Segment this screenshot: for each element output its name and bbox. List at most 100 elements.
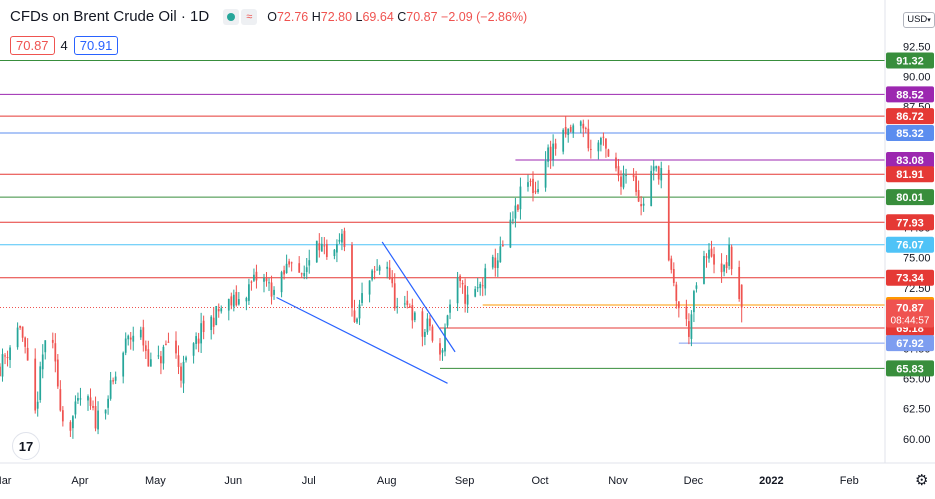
candle-body: [464, 285, 467, 304]
candle-body: [459, 275, 461, 281]
candle-body: [547, 147, 549, 162]
level-price-tag: [886, 189, 934, 206]
candle-body: [197, 338, 200, 344]
candle-body: [215, 306, 218, 326]
candle-body: [285, 263, 288, 273]
candle-body: [167, 341, 170, 343]
candle-body: [476, 287, 479, 289]
candle-body: [34, 358, 37, 411]
candle-body: [391, 277, 394, 284]
x-tick-label: Nov: [608, 475, 628, 487]
candle-body: [356, 318, 358, 323]
candle-body: [657, 166, 660, 180]
x-tick-label: Dec: [684, 475, 704, 487]
candle-body: [248, 284, 250, 301]
chevron-down-icon: ▾: [927, 17, 931, 24]
x-tick-label: Mar: [0, 475, 12, 487]
candle-body: [250, 281, 253, 283]
currency-selector[interactable]: USD▾: [903, 12, 935, 28]
candle-body: [114, 376, 117, 381]
candle-body: [386, 266, 389, 269]
candle-body: [705, 256, 708, 258]
candle-body: [19, 325, 21, 328]
x-tick-label: May: [145, 475, 166, 487]
candle-body: [413, 312, 416, 321]
candle-body: [396, 306, 399, 308]
candle-body: [16, 327, 19, 348]
level-price-text: 91.32: [896, 56, 924, 68]
candle-body: [77, 398, 79, 401]
countdown-text: 08:44:57: [891, 316, 930, 327]
candle-body: [0, 366, 1, 377]
symbol-title[interactable]: CFDs on Brent Crude Oil · 1D: [10, 8, 210, 25]
candle-body: [308, 260, 311, 266]
candle-body: [127, 335, 130, 340]
candle-body: [333, 249, 336, 257]
candle-body: [544, 160, 547, 188]
level-price-text: 83.08: [896, 155, 924, 167]
candle-body: [217, 309, 220, 312]
candle-body: [253, 274, 255, 281]
candle-body: [358, 304, 361, 319]
level-price-tag: [886, 214, 934, 231]
price-tags: 91.32 88.52 86.72 85.32 83.08 81.91 80.01 77.93…: [886, 52, 934, 377]
horizontal-levels: [0, 60, 885, 369]
gear-icon[interactable]: ⚙: [915, 472, 929, 489]
candle-body: [112, 380, 115, 382]
change-value: −2.09 (−2.86%): [441, 9, 528, 24]
candle-body: [72, 416, 74, 429]
candle-body: [479, 283, 482, 289]
candle-body: [24, 337, 27, 347]
candle-body: [109, 380, 112, 399]
spread-value: 4: [60, 38, 68, 53]
y-tick-label: 65.00: [903, 373, 931, 385]
ohlc-value: 70.87: [406, 9, 442, 24]
candle-body: [537, 189, 539, 193]
candle-body: [587, 128, 590, 149]
ohlc-label: L: [355, 9, 363, 24]
level-price-tag: [886, 236, 934, 253]
candle-body: [584, 128, 587, 130]
candle-body: [79, 398, 82, 400]
candle-body: [268, 282, 270, 284]
candle-body: [421, 311, 424, 337]
candle-body: [569, 126, 572, 132]
x-tick-label: Jun: [224, 475, 242, 487]
candle-body: [403, 303, 406, 305]
candle-body: [597, 142, 600, 152]
candle-body: [318, 243, 321, 251]
candle-body: [449, 304, 451, 313]
ohlc-value: 69.64: [362, 9, 398, 24]
wave-icon[interactable]: ≈: [241, 8, 258, 25]
candle-body: [406, 300, 409, 306]
tradingview-logo-icon[interactable]: 17: [12, 432, 40, 460]
candle-body: [660, 168, 663, 181]
candle-body: [142, 327, 145, 346]
sell-button[interactable]: 70.87: [10, 36, 55, 55]
candle-body: [677, 301, 680, 309]
candle-body: [393, 283, 396, 309]
trade-boxes: 70.87 4 70.91: [10, 36, 119, 55]
level-price-tag: [886, 269, 934, 286]
candle-body: [373, 271, 376, 273]
candle-body: [408, 306, 411, 308]
candle-body: [26, 347, 29, 361]
ohlc-label: C: [397, 9, 407, 24]
candle-body: [501, 244, 504, 247]
candle-body: [461, 282, 464, 285]
candles: [0, 116, 743, 439]
buy-button[interactable]: 70.91: [73, 36, 119, 55]
candle-body: [695, 285, 698, 289]
candle-body: [230, 296, 233, 306]
level-price-text: 88.52: [896, 89, 924, 101]
candle-body: [41, 354, 44, 370]
x-tick-label: Oct: [531, 475, 548, 487]
market-open-icon[interactable]: [223, 8, 240, 25]
candle-body: [255, 271, 258, 281]
level-price-text: 86.72: [896, 111, 924, 123]
level-price-tag: [886, 166, 934, 183]
ohlc-value: 72.76: [276, 9, 312, 24]
candle-body: [323, 245, 326, 247]
current-price-tag: [886, 299, 934, 328]
